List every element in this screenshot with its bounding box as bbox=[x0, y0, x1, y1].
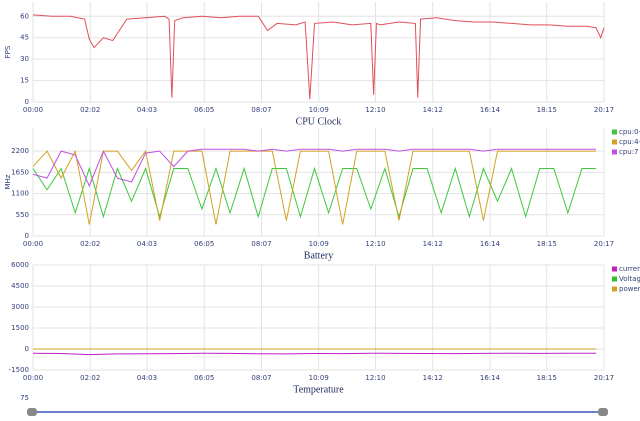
legend-label: current bbox=[619, 265, 640, 273]
y-tick-label: 1100 bbox=[11, 190, 29, 198]
series-line bbox=[32, 149, 597, 225]
legend-label: cpu:4-6 bbox=[619, 138, 640, 146]
y-tick-label: -1500 bbox=[9, 366, 29, 374]
x-tick-label: 14:12 bbox=[423, 106, 443, 114]
x-tick-label: 16:14 bbox=[480, 374, 501, 382]
x-tick-label: 04:03 bbox=[137, 240, 157, 248]
slider-handle-left[interactable] bbox=[27, 408, 37, 416]
y-tick-label: 0 bbox=[25, 98, 29, 106]
y-tick-label: 550 bbox=[16, 211, 29, 219]
series-line bbox=[32, 148, 597, 188]
x-tick-label: 14:12 bbox=[423, 240, 443, 248]
x-tick-label: 20:17 bbox=[594, 240, 614, 248]
x-tick-label: 02:02 bbox=[80, 240, 100, 248]
x-tick-label: 14:12 bbox=[423, 374, 443, 382]
series-line bbox=[32, 14, 605, 100]
x-tick-label: 18:15 bbox=[537, 374, 557, 382]
chart-title: Battery bbox=[304, 250, 333, 261]
x-tick-label: 12:10 bbox=[365, 374, 385, 382]
x-tick-label: 10:09 bbox=[309, 106, 329, 114]
legend-swatch bbox=[612, 149, 617, 155]
legend-swatch bbox=[612, 266, 617, 272]
legend-swatch bbox=[612, 276, 617, 282]
legend-label: cpu:7 bbox=[619, 148, 639, 156]
y-tick-label: 1650 bbox=[11, 168, 29, 176]
legend-label: cpu:0-3 bbox=[619, 128, 640, 136]
x-tick-label: 02:02 bbox=[80, 374, 100, 382]
series-line bbox=[32, 166, 597, 219]
slider-handle-right[interactable] bbox=[598, 408, 608, 416]
y-tick-label: 2200 bbox=[11, 147, 29, 155]
x-tick-label: 02:02 bbox=[80, 106, 100, 114]
x-tick-label: 10:09 bbox=[309, 374, 329, 382]
y-tick-label: 1500 bbox=[11, 324, 29, 332]
y-tick-label: 0 bbox=[25, 345, 29, 353]
y-tick-label: 4500 bbox=[11, 282, 29, 290]
x-tick-label: 00:00 bbox=[23, 106, 43, 114]
chart-title: CPU Clock bbox=[296, 116, 342, 127]
y-tick-label: 60 bbox=[20, 12, 29, 20]
legend-swatch bbox=[612, 286, 617, 292]
y-tick-label: 15 bbox=[20, 77, 29, 85]
x-tick-label: 06:05 bbox=[194, 240, 214, 248]
legend-label: Voltage bbox=[619, 275, 640, 283]
x-tick-label: 20:17 bbox=[594, 106, 614, 114]
x-tick-label: 16:14 bbox=[480, 240, 501, 248]
x-tick-label: 00:00 bbox=[23, 374, 43, 382]
x-tick-label: 00:00 bbox=[23, 240, 43, 248]
y-axis-label: MHz bbox=[4, 174, 12, 189]
x-tick-label: 04:03 bbox=[137, 106, 157, 114]
legend-swatch bbox=[612, 139, 617, 145]
y-tick-label: 75 bbox=[20, 394, 29, 402]
y-axis-label: FPS bbox=[4, 45, 12, 58]
series-line bbox=[32, 352, 597, 356]
x-tick-label: 10:09 bbox=[309, 240, 329, 248]
x-tick-label: 16:14 bbox=[480, 106, 501, 114]
chart-title: Temperature bbox=[293, 384, 344, 395]
legend-swatch bbox=[612, 129, 617, 135]
x-tick-label: 08:07 bbox=[251, 240, 271, 248]
x-tick-label: 18:15 bbox=[537, 106, 557, 114]
y-tick-label: 45 bbox=[20, 34, 29, 42]
x-tick-label: 08:07 bbox=[251, 374, 271, 382]
x-tick-label: 06:05 bbox=[194, 374, 214, 382]
y-tick-label: 6000 bbox=[11, 261, 29, 269]
x-tick-label: 12:10 bbox=[365, 106, 385, 114]
y-tick-label: 0 bbox=[25, 232, 29, 240]
x-tick-label: 20:17 bbox=[594, 374, 614, 382]
y-tick-label: 3000 bbox=[11, 303, 29, 311]
legend-label: power bbox=[619, 285, 640, 293]
x-tick-label: 18:15 bbox=[537, 240, 557, 248]
x-tick-label: 04:03 bbox=[137, 374, 157, 382]
x-tick-label: 08:07 bbox=[251, 106, 271, 114]
x-tick-label: 12:10 bbox=[365, 240, 385, 248]
x-tick-label: 06:05 bbox=[194, 106, 214, 114]
y-tick-label: 30 bbox=[20, 55, 29, 63]
